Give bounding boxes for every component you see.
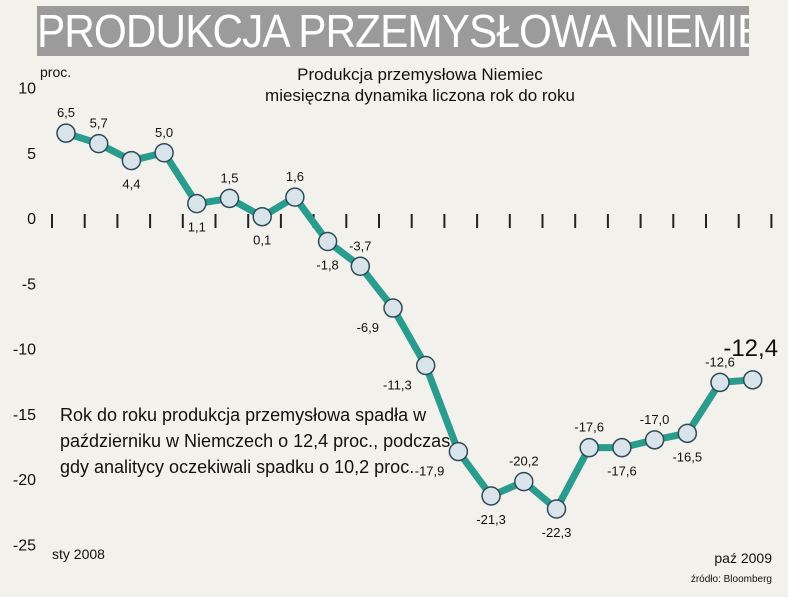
data-label: 5,0 — [155, 125, 173, 140]
chart-title-line1: Produkcja przemysłowa Niemiec — [297, 65, 543, 84]
data-point — [481, 486, 501, 506]
data-label: -11,3 — [383, 377, 412, 392]
data-point — [88, 133, 109, 154]
series-line — [62, 129, 757, 513]
y-tick-label: -5 — [22, 276, 36, 293]
data-label: -17,0 — [640, 412, 670, 427]
y-tick-label: -20 — [13, 472, 36, 489]
data-point — [154, 143, 174, 163]
chart-title-line2: miesięczna dynamika liczona rok do roku — [265, 86, 575, 105]
data-label: 5,7 — [90, 116, 108, 131]
data-label: -12,6 — [705, 354, 735, 369]
y-tick-label: 0 — [27, 211, 36, 228]
data-point — [383, 298, 403, 318]
data-label: 0,1 — [253, 233, 271, 248]
data-label: -17,6 — [574, 420, 604, 435]
x-start-label: sty 2008 — [52, 546, 105, 562]
data-point — [448, 441, 469, 462]
data-label: -12,4 — [723, 335, 778, 362]
y-axis-unit: proc. — [40, 64, 72, 80]
data-point — [579, 437, 599, 458]
data-point — [644, 430, 665, 450]
banner-title: PRODUKCJA PRZEMYSŁOWA NIEMIEC — [36, 6, 750, 56]
data-point — [285, 187, 305, 207]
data-point — [252, 206, 272, 227]
data-point — [514, 471, 534, 492]
data-label: 6,5 — [57, 105, 75, 120]
data-label: 1,6 — [286, 169, 304, 184]
data-point — [742, 370, 763, 390]
data-point — [677, 423, 698, 444]
data-point — [350, 256, 371, 277]
y-tick-label: -10 — [13, 342, 36, 359]
chart-title: Produkcja przemysłowa Niemiec miesięczna… — [200, 64, 640, 106]
data-point — [317, 231, 338, 252]
data-label: -20,2 — [509, 454, 539, 469]
data-point — [56, 123, 76, 143]
y-tick-label: 5 — [27, 146, 36, 163]
x-end-label: paź 2009 — [714, 550, 772, 566]
data-label: -21,3 — [476, 512, 506, 527]
data-label: -16,5 — [672, 449, 702, 464]
data-point — [415, 355, 436, 376]
data-label: 1,1 — [188, 220, 206, 235]
annotation-text: Rok do roku produkcja przemysłowa spadła… — [60, 405, 451, 477]
data-label: -3,7 — [349, 238, 371, 253]
y-tick-label: -15 — [13, 407, 36, 424]
data-point — [546, 499, 567, 519]
data-label: -22,3 — [542, 525, 572, 540]
data-label: -1,8 — [316, 257, 338, 272]
data-label: -17,6 — [607, 464, 637, 479]
data-point — [219, 188, 240, 209]
data-label: -17,9 — [415, 464, 445, 479]
data-point — [612, 437, 632, 458]
data-label: 4,4 — [122, 177, 140, 192]
data-label: -6,9 — [357, 320, 379, 335]
data-point — [710, 372, 730, 393]
data-point — [187, 193, 207, 214]
source-label: źródło: Bloomberg — [690, 574, 772, 585]
data-label: 1,5 — [220, 170, 238, 185]
y-tick-label: -25 — [13, 537, 36, 554]
y-tick-label: 10 — [18, 81, 36, 98]
data-point — [121, 150, 142, 171]
